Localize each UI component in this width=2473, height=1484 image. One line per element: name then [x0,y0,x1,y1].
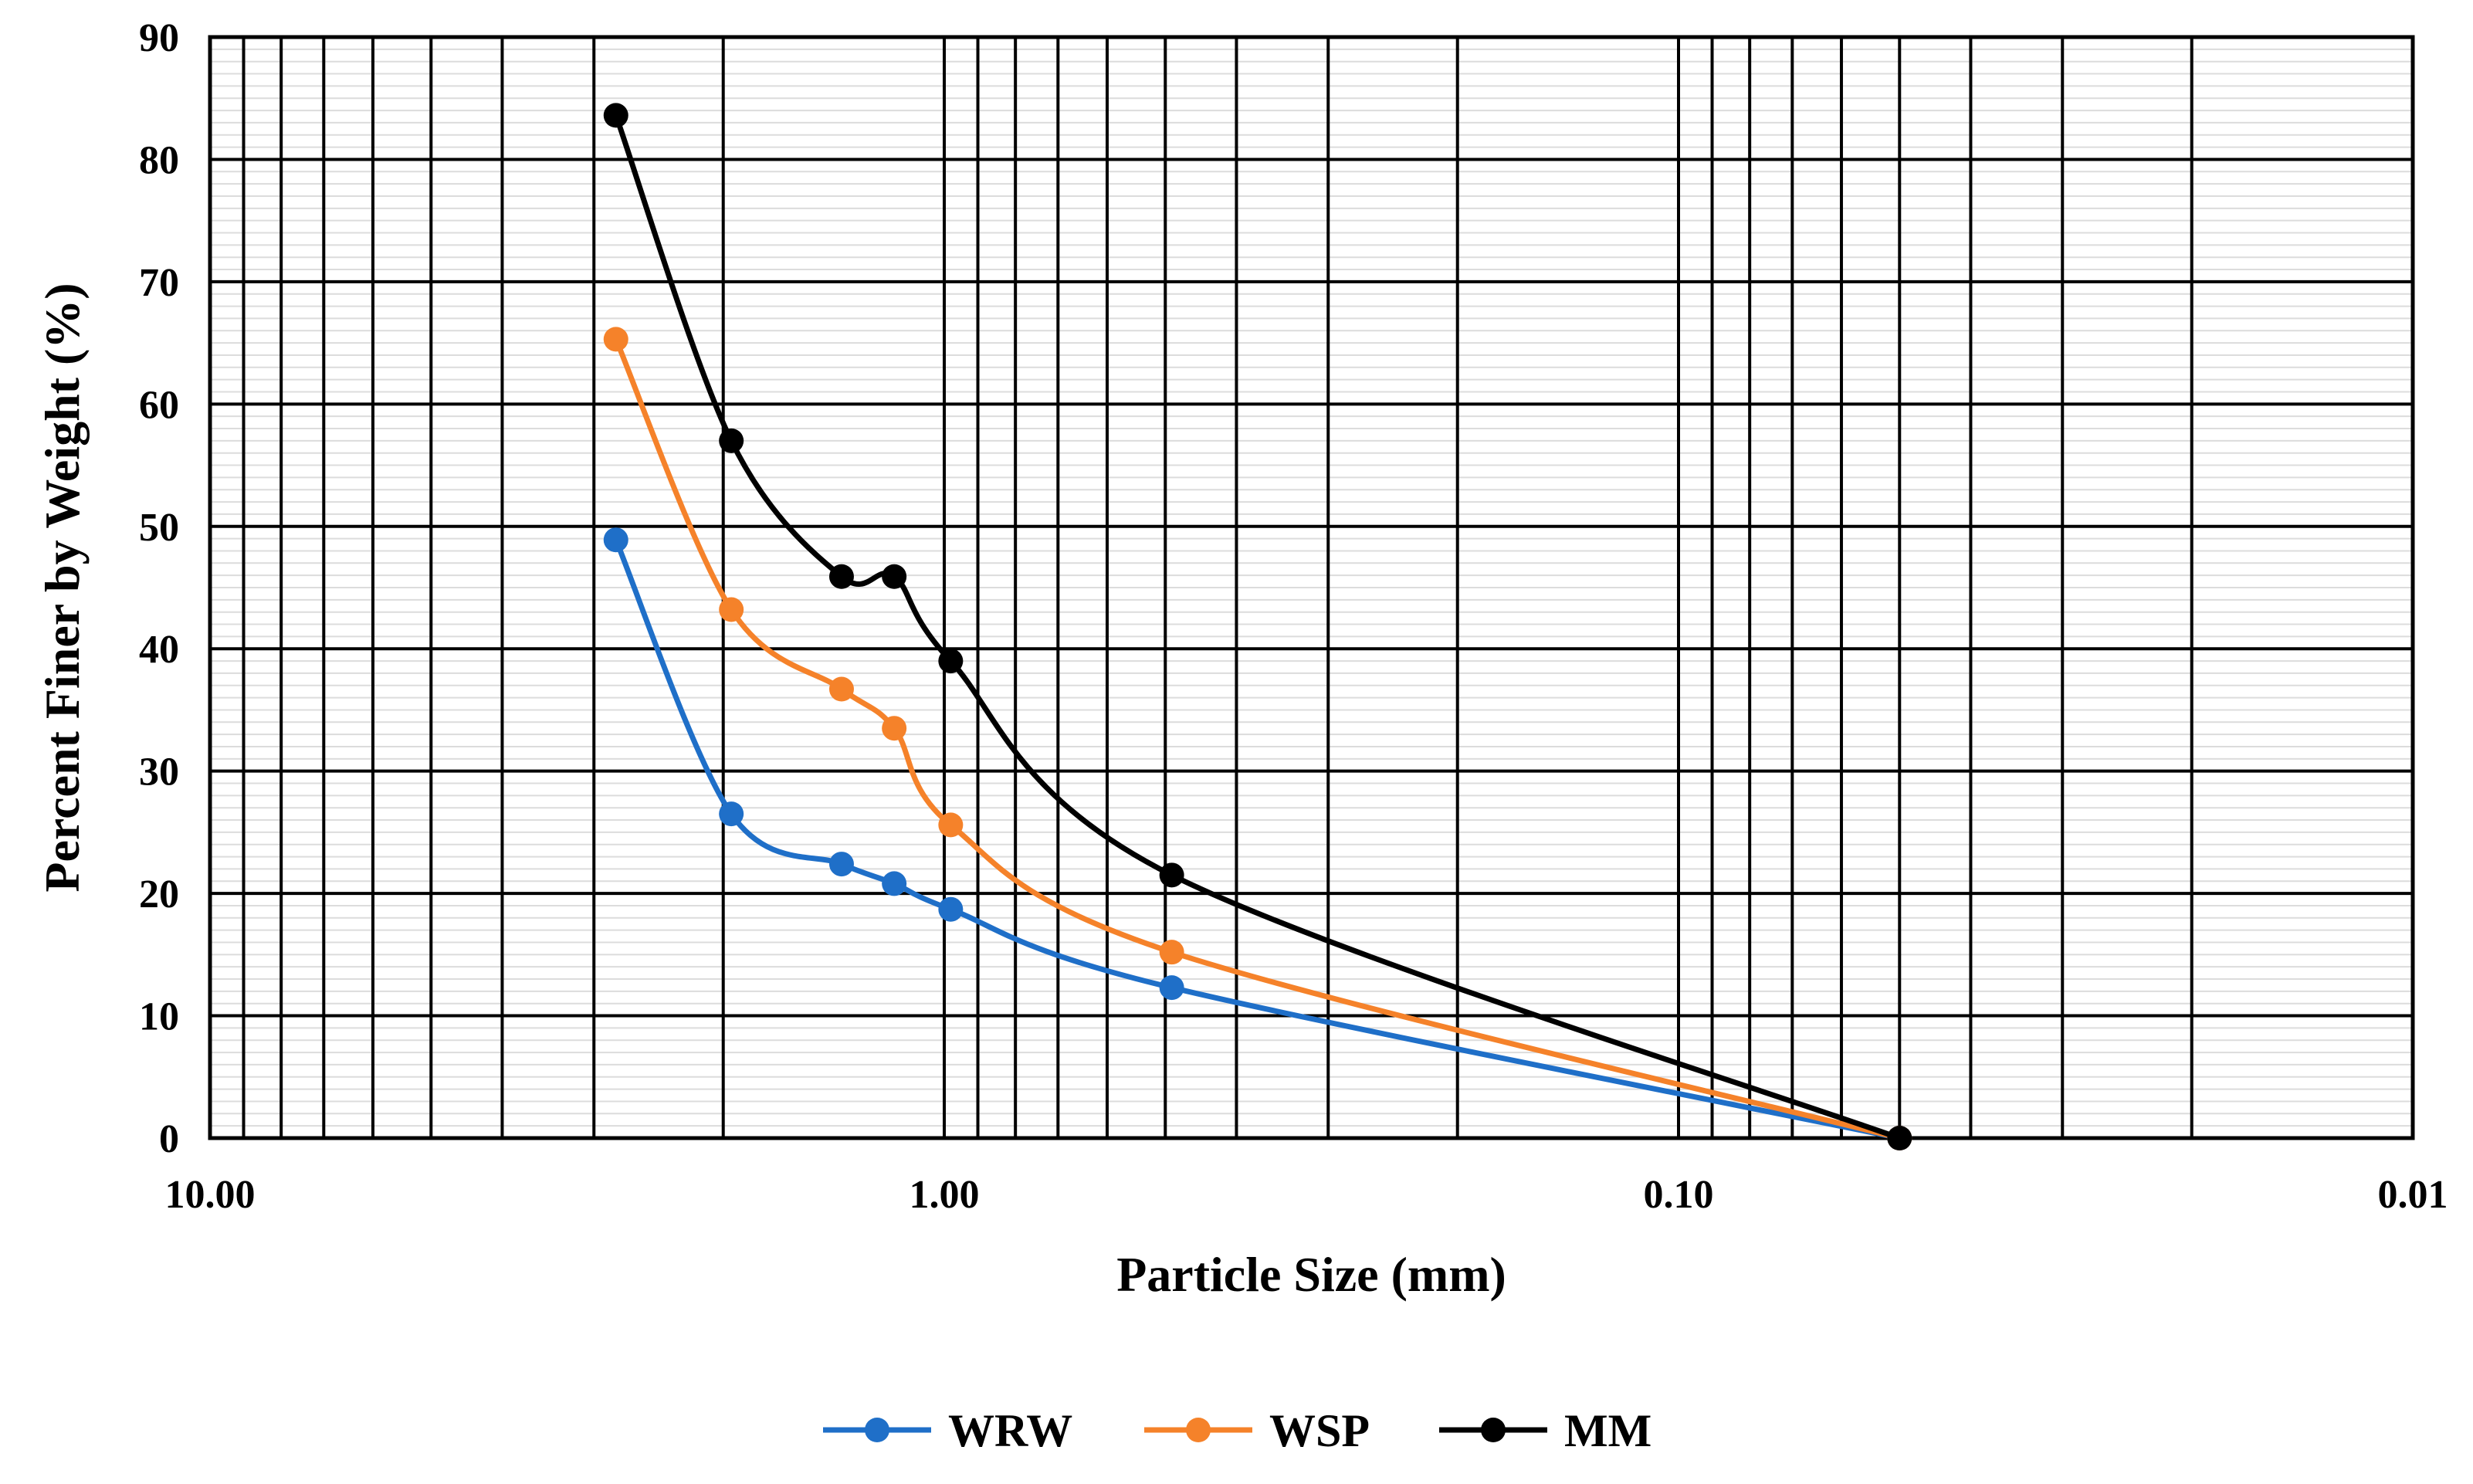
data-point-mm [1159,862,1184,888]
series-line-mm [613,112,1902,1141]
x-axis-tick-labels: 10.00 1.00 0.10 0.01 [165,1173,2448,1217]
y-tick-label: 30 [139,750,179,795]
data-point-wrw [719,801,744,827]
data-point-wsp [882,716,907,741]
plot-frame [208,35,2415,1140]
data-point-mm [882,564,907,589]
y-tick-label: 10 [139,995,179,1039]
x-tick-label: 0.01 [2378,1173,2448,1217]
legend: WRW WSP MM [823,1405,1651,1456]
y-tick-label: 40 [139,628,179,672]
series-layer [603,103,1912,1150]
y-axis-tick-labels: 0 10 20 30 40 50 60 70 80 90 [139,16,179,1161]
data-point-wrw [603,527,628,553]
legend-marker-wrw [865,1418,889,1442]
legend-item-wsp: WSP [1144,1405,1370,1456]
plot-border [208,35,2415,1140]
series-line-wrw [613,537,1902,1141]
series-wsp [603,327,1912,1150]
x-tick-label: 10.00 [165,1173,256,1217]
legend-label-wrw: WRW [948,1405,1072,1456]
data-point-mm [1887,1126,1912,1150]
y-tick-label: 90 [139,16,179,60]
data-point-wsp [938,812,964,838]
y-tick-label: 20 [139,872,179,916]
data-point-mm [828,564,854,589]
y-tick-label: 0 [159,1117,179,1161]
series-mm [603,103,1912,1150]
data-point-wsp [1159,940,1184,965]
legend-label-wsp: WSP [1269,1405,1370,1456]
data-point-wrw [828,852,854,877]
y-tick-label: 70 [139,261,179,305]
data-point-wsp [603,327,628,352]
x-tick-label: 0.10 [1644,1173,1714,1217]
data-point-mm [938,649,964,674]
x-axis-title: Particle Size (mm) [1116,1247,1506,1302]
major-gridlines [210,37,2413,1138]
legend-item-mm: MM [1439,1405,1651,1456]
data-point-wsp [719,597,744,622]
y-tick-label: 60 [139,383,179,427]
data-point-wrw [1159,975,1184,1001]
data-point-wrw [882,871,907,896]
legend-item-wrw: WRW [823,1405,1072,1456]
data-point-wsp [828,676,854,702]
data-point-mm [603,103,628,128]
y-tick-label: 50 [139,506,179,550]
legend-marker-mm [1481,1418,1506,1442]
y-tick-label: 80 [139,138,179,182]
minor-gridlines [210,48,2413,1127]
legend-marker-wsp [1186,1418,1211,1442]
legend-label-mm: MM [1564,1405,1651,1456]
data-point-wrw [938,896,964,922]
y-axis-title: Percent Finer by Weight (%) [35,283,90,892]
x-tick-label: 1.00 [910,1173,980,1217]
data-point-mm [719,428,744,453]
